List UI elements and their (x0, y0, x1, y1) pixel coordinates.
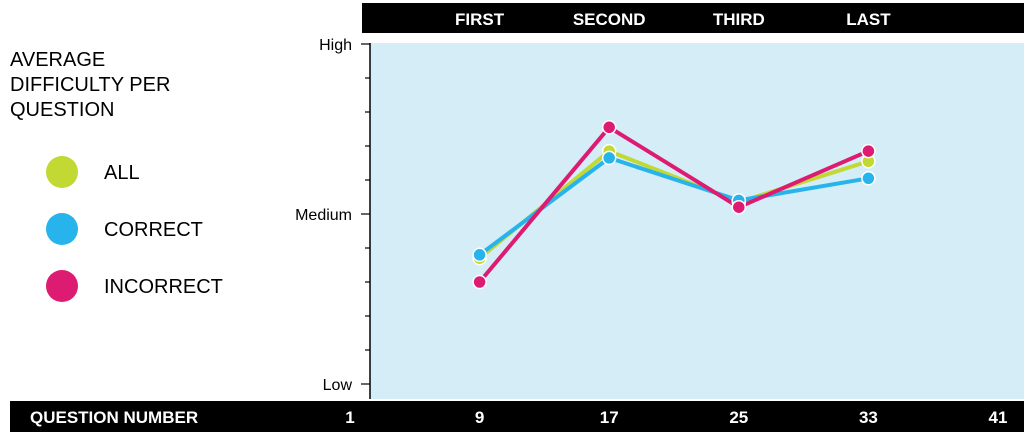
legend-swatch (46, 213, 78, 245)
data-point (731, 199, 747, 215)
data-point (601, 150, 617, 166)
legend-label: CORRECT (104, 219, 203, 241)
x-tick-labels: 1 9 17 25 33 41 (345, 408, 1007, 427)
y-tick-label: Medium (295, 207, 352, 224)
quarter-label: FIRST (455, 10, 505, 29)
legend-label: ALL (104, 162, 140, 184)
data-point (472, 247, 487, 263)
quarter-label: LAST (846, 10, 891, 29)
plot-area (370, 43, 1024, 399)
x-axis-label: QUESTION NUMBER (30, 408, 198, 427)
data-point (601, 120, 617, 135)
quarter-labels: FIRST SECOND THIRD LAST (455, 10, 891, 29)
x-tick-label: 1 (345, 408, 354, 427)
quarter-label: SECOND (573, 10, 646, 29)
series-lines (472, 120, 876, 290)
x-tick-label: 17 (600, 408, 619, 427)
y-tick-labels: Low Medium High (295, 37, 352, 394)
y-tick-label: Low (323, 377, 353, 394)
chart-title-line: AVERAGE (10, 49, 105, 71)
x-tick-label: 41 (989, 408, 1008, 427)
data-point (861, 143, 876, 159)
data-point (861, 171, 876, 186)
y-axis (361, 43, 371, 399)
quarter-header-bar (362, 3, 1024, 33)
quarter-label: THIRD (713, 10, 765, 29)
legend: ALL CORRECT INCORRECT (46, 156, 223, 302)
data-point (472, 274, 487, 290)
series-line (477, 125, 871, 284)
x-tick-label: 9 (475, 408, 484, 427)
y-tick-label: High (319, 37, 352, 54)
x-tick-label: 25 (729, 408, 748, 427)
legend-swatch (46, 270, 78, 302)
legend-label: INCORRECT (104, 276, 223, 298)
chart-title: AVERAGE DIFFICULTY PER QUESTION (10, 49, 170, 121)
x-tick-label: 33 (859, 408, 878, 427)
chart-title-line: QUESTION (10, 99, 114, 121)
chart-title-line: DIFFICULTY PER (10, 74, 170, 96)
x-axis-bar (10, 401, 1024, 432)
legend-swatch (46, 156, 78, 188)
